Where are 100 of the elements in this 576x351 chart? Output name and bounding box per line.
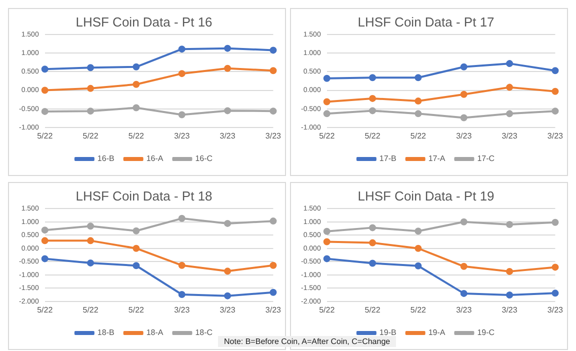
point [323,74,330,82]
x-tick-label: 5/22 [364,305,381,314]
x-tick-label: 3/23 [220,305,236,314]
point [132,104,140,112]
x-tick-label: 5/22 [319,305,336,314]
point [132,244,140,252]
x-tick-label: 3/23 [174,131,190,140]
point [460,63,468,70]
point [460,290,468,297]
x-tick-label: 3/23 [547,131,564,140]
point [369,224,376,232]
legend-label: 17-A [428,154,446,164]
x-tick-label: 5/22 [82,305,99,314]
point [506,60,514,68]
point [460,262,468,270]
point [270,46,277,54]
point [506,221,514,228]
x-tick-label: 5/22 [410,131,427,140]
legend-label: 19-A [428,328,446,338]
legend-label: 16-A [146,154,164,164]
point [506,84,514,91]
point [506,268,514,275]
point [178,111,186,118]
legend-label: 17-C [477,154,495,164]
point [178,214,186,222]
x-tick-label: 3/23 [502,131,518,140]
point [224,268,232,275]
point [178,46,186,53]
point [506,292,514,299]
point [224,292,232,300]
chart-title: LHSF Coin Data - Pt 16 [76,14,212,30]
point [323,228,330,235]
point [323,110,330,118]
x-tick-label: 3/23 [265,305,282,314]
point [552,264,559,271]
chart-title: LHSF Coin Data - Pt 17 [358,14,494,30]
legend-label: 18-C [195,328,213,338]
point [414,98,422,105]
point [87,84,94,92]
point [460,90,468,98]
point [224,220,232,227]
point [224,64,232,72]
x-tick-label: 3/23 [502,305,518,314]
x-tick-label: 5/22 [37,131,54,140]
x-tick-label: 5/22 [37,305,54,314]
point [369,94,376,102]
point [178,262,186,269]
point [552,67,559,74]
point [323,238,330,246]
legend-label: 18-A [146,328,164,338]
legend-label: 17-B [379,154,396,164]
point [132,262,140,270]
point [323,255,330,262]
point [414,110,422,118]
x-tick-label: 5/22 [82,131,99,140]
point [270,67,277,74]
text: Note: B=Before Coin, A=After Coin, C=Change [218,336,396,347]
point [224,107,232,114]
point [41,108,48,115]
point [414,262,422,270]
chart-title: LHSF Coin Data - Pt 18 [76,188,212,204]
point [270,288,277,296]
x-tick-label: 3/23 [456,131,472,140]
x-tick-label: 5/22 [128,305,145,314]
point [270,262,277,269]
point [369,107,376,114]
point [132,80,140,88]
point [87,259,94,266]
point [41,86,48,94]
point [552,88,559,95]
point [414,244,422,252]
x-tick-label: 5/22 [128,131,145,140]
point [414,228,422,235]
legend-label: 16-B [97,154,114,164]
chart-title: LHSF Coin Data - Pt 19 [358,188,494,204]
legend-label: 18-B [97,328,114,338]
point [369,260,376,267]
point [41,226,48,234]
point [270,218,277,225]
x-tick-label: 3/23 [456,305,472,314]
point [87,108,94,115]
point [460,114,468,122]
point [132,227,140,234]
point [552,290,559,297]
point [41,66,48,73]
point [178,70,186,78]
point [552,108,559,115]
point [270,108,277,115]
point [369,239,376,246]
x-tick-label: 3/23 [220,131,236,140]
point [132,63,140,70]
x-tick-label: 3/23 [547,305,564,314]
legend-label: 19-C [477,328,495,338]
x-tick-label: 3/23 [265,131,282,140]
point [178,291,186,298]
x-tick-label: 5/22 [319,131,336,140]
legend-label: 19-B [379,328,396,338]
point [552,218,559,226]
point [323,98,330,106]
point [460,218,468,226]
